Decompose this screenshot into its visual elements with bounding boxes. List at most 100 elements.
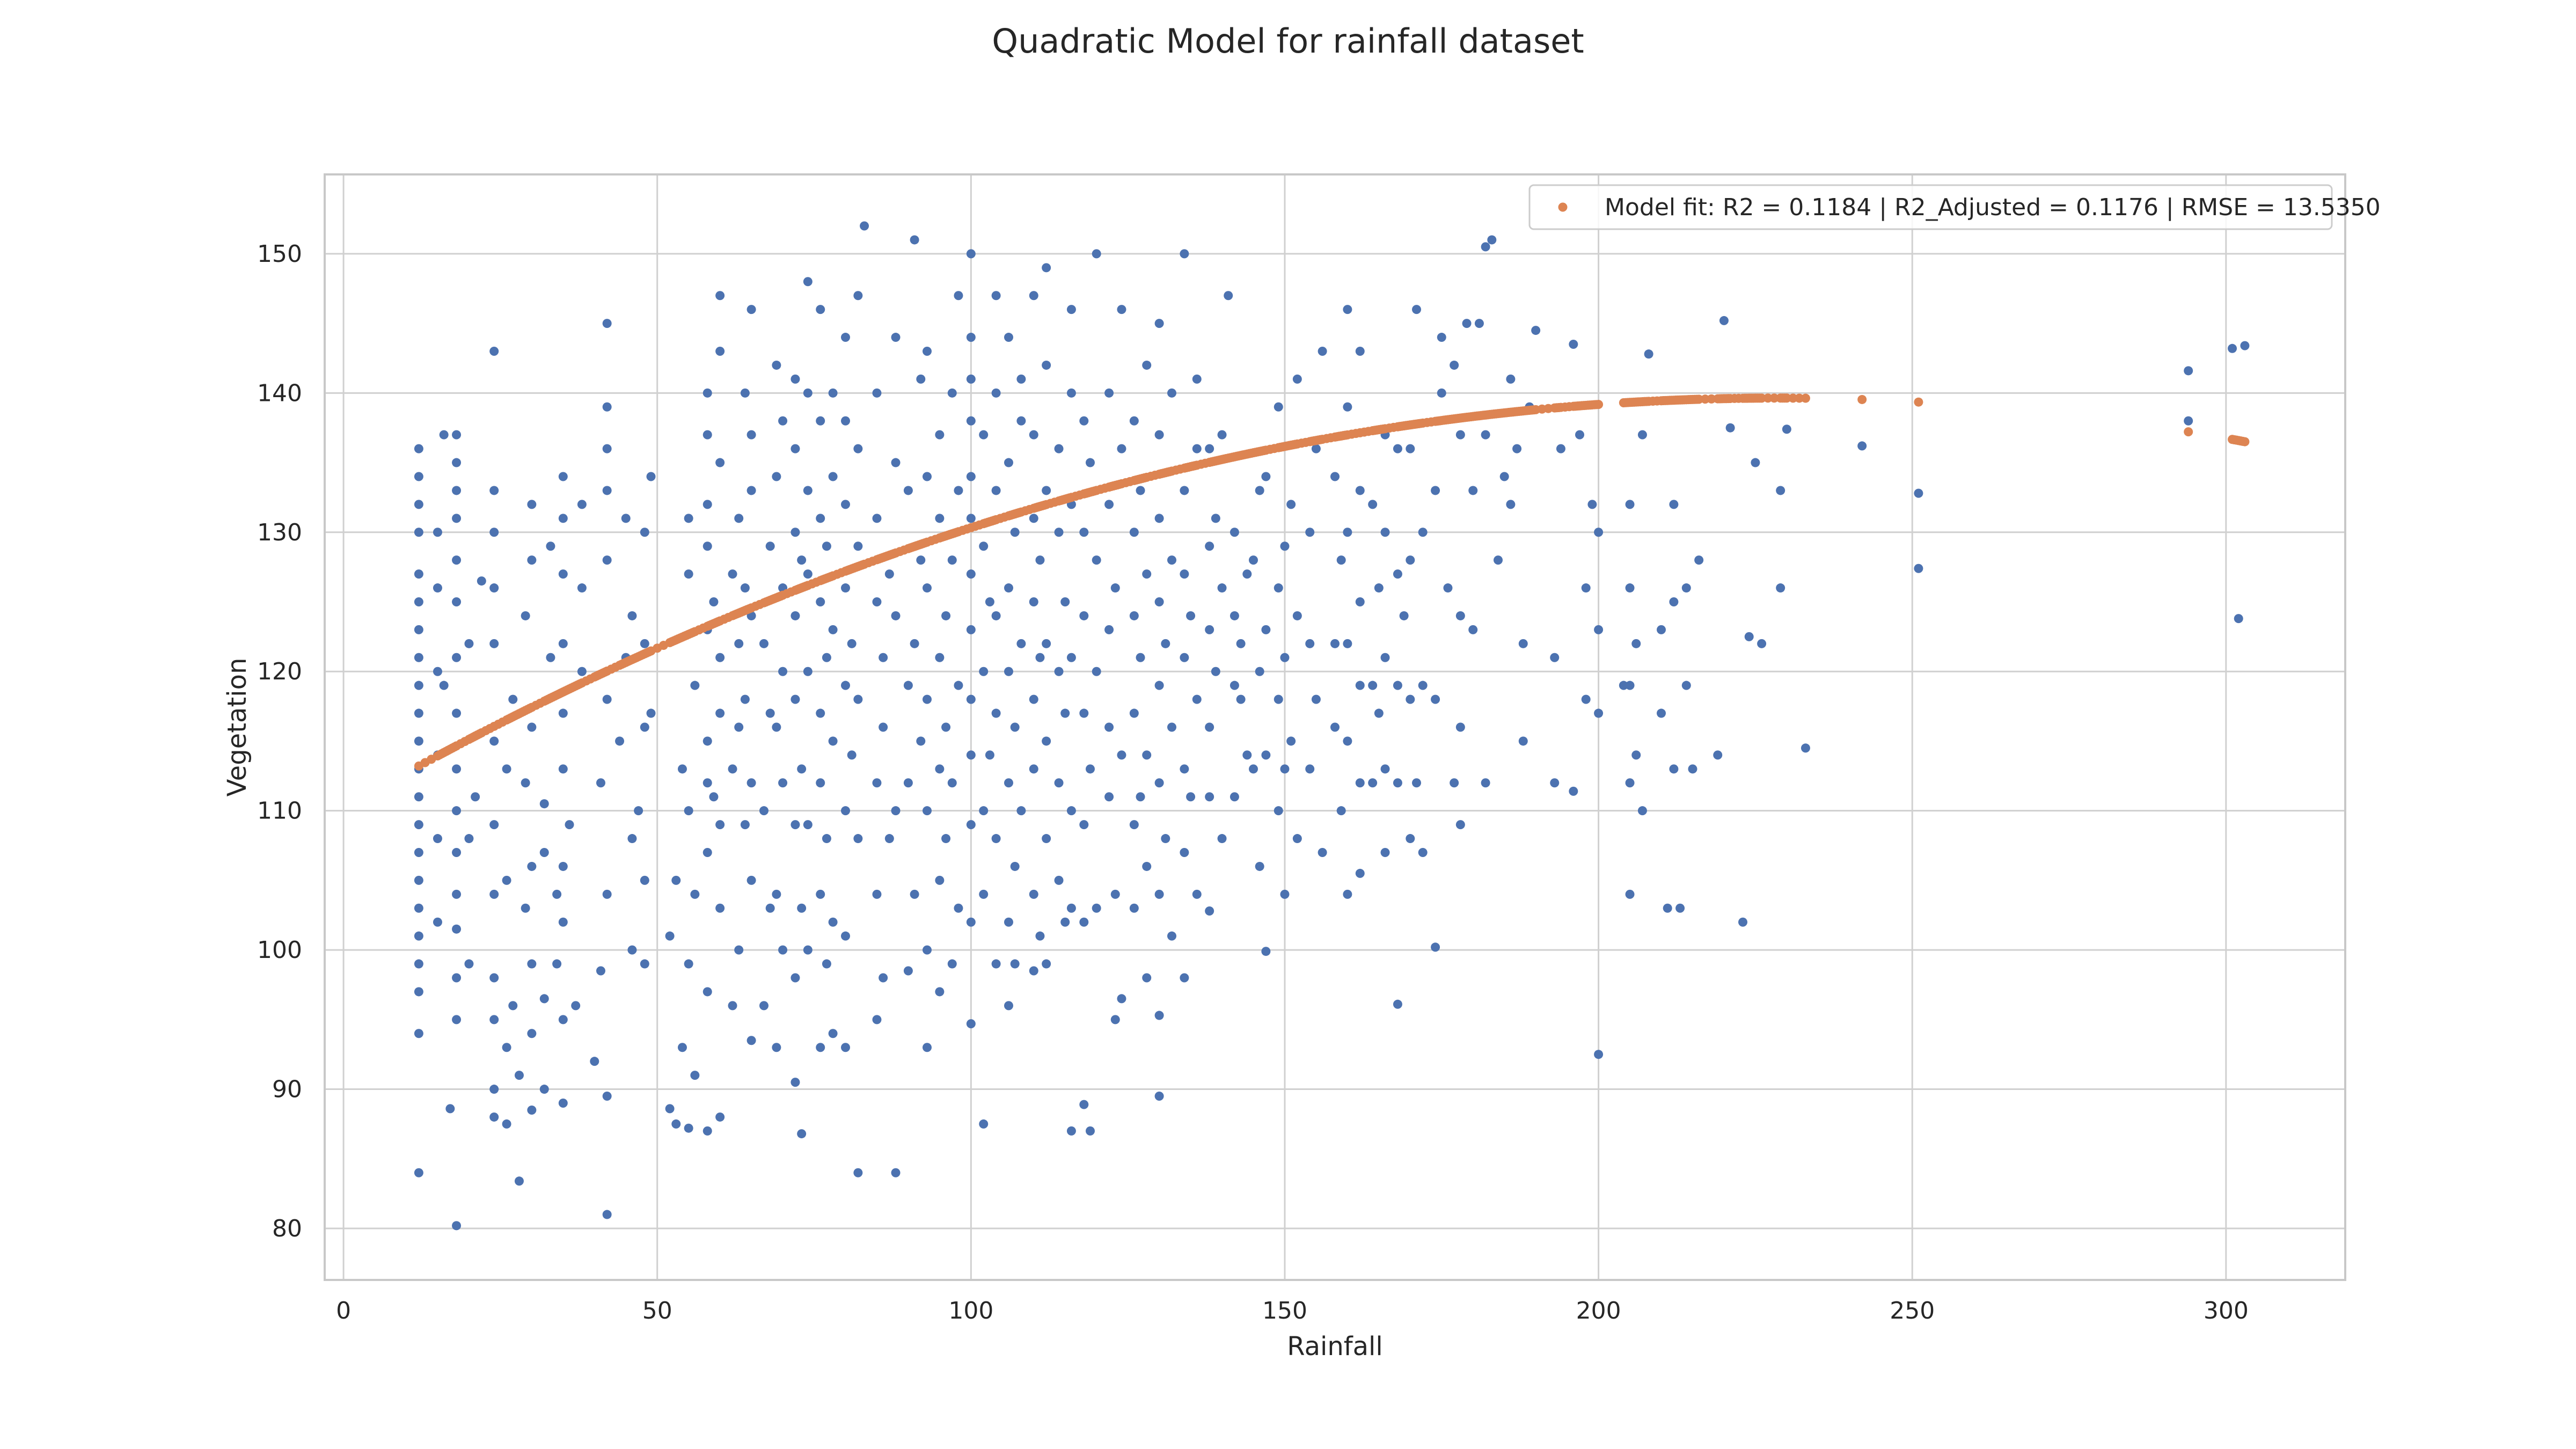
data-point — [1066, 903, 1076, 913]
data-point — [966, 514, 976, 523]
data-point — [1154, 1011, 1164, 1020]
data-point — [1450, 778, 1459, 788]
data-point — [840, 583, 850, 593]
data-point — [1374, 708, 1384, 718]
x-tick-label: 50 — [642, 1297, 672, 1324]
data-point — [1556, 444, 1565, 453]
data-point — [916, 374, 926, 384]
data-point — [828, 1029, 838, 1038]
data-point — [433, 667, 442, 676]
data-point — [1305, 639, 1315, 648]
data-point — [684, 514, 693, 523]
data-point — [1042, 959, 1051, 969]
plot-frame — [324, 173, 2346, 1281]
data-point — [596, 778, 605, 788]
data-point — [1518, 639, 1528, 648]
data-point — [1180, 973, 1189, 983]
y-tick-label: 100 — [257, 936, 302, 964]
data-point — [935, 653, 945, 662]
x-tick-label: 200 — [1576, 1297, 1621, 1324]
data-point — [910, 889, 919, 899]
data-point — [414, 987, 423, 997]
data-point — [709, 792, 719, 802]
data-point — [828, 736, 838, 746]
data-point — [991, 611, 1001, 620]
data-point — [558, 861, 568, 871]
data-point — [2184, 416, 2193, 426]
data-point — [596, 966, 605, 976]
data-point — [502, 875, 511, 885]
data-point — [797, 903, 807, 913]
data-point — [452, 653, 462, 662]
data-point — [772, 722, 781, 732]
data-point — [1406, 694, 1415, 704]
data-point — [1154, 680, 1164, 690]
data-point — [558, 569, 568, 579]
data-point — [966, 750, 976, 760]
data-point — [985, 597, 994, 606]
data-point — [1154, 430, 1164, 440]
data-point — [1274, 694, 1283, 704]
data-point — [1117, 305, 1126, 314]
data-point — [840, 416, 850, 426]
data-point — [979, 889, 989, 899]
data-point — [2228, 343, 2237, 353]
data-point — [1531, 326, 1541, 335]
fit-point — [1763, 393, 1773, 403]
grid-lines — [325, 174, 2345, 1280]
data-point — [891, 611, 901, 620]
data-point — [1261, 625, 1271, 634]
data-point — [879, 973, 888, 983]
data-point — [1286, 736, 1296, 746]
data-point — [1085, 458, 1095, 467]
data-point — [734, 514, 744, 523]
data-point — [1694, 555, 1704, 565]
data-point — [740, 388, 750, 398]
data-point — [1136, 792, 1145, 802]
data-point — [1481, 430, 1490, 440]
data-point — [1092, 249, 1101, 259]
data-point — [627, 945, 637, 955]
data-point — [778, 667, 788, 676]
data-point — [803, 667, 813, 676]
data-point — [1751, 458, 1760, 467]
fit-point — [1757, 393, 1767, 403]
data-point — [1066, 305, 1076, 314]
data-point — [991, 486, 1001, 495]
data-point — [1079, 611, 1089, 620]
data-point — [922, 583, 932, 593]
data-point — [1248, 555, 1258, 565]
data-point — [1587, 500, 1597, 509]
data-point — [552, 959, 562, 969]
data-point — [1393, 569, 1402, 579]
data-point — [452, 486, 462, 495]
data-point — [991, 959, 1001, 969]
data-point — [822, 959, 831, 969]
data-point — [690, 889, 700, 899]
data-point — [539, 799, 549, 809]
fit-point — [1769, 393, 1779, 403]
data-point — [709, 597, 719, 606]
data-point — [1180, 249, 1189, 259]
data-point — [1004, 778, 1013, 788]
data-point — [1455, 430, 1465, 440]
data-point — [1274, 806, 1283, 816]
fit-point — [1857, 394, 1867, 404]
data-point — [464, 639, 474, 648]
data-point — [558, 708, 568, 718]
data-point — [1136, 653, 1145, 662]
data-point — [1330, 472, 1340, 481]
data-point — [728, 1001, 737, 1011]
data-point — [715, 708, 725, 718]
data-point — [1205, 722, 1214, 732]
data-point — [1368, 500, 1378, 509]
data-point — [791, 694, 800, 704]
data-point — [1437, 388, 1446, 398]
data-point — [1016, 639, 1026, 648]
data-point — [1004, 333, 1013, 342]
data-point — [816, 305, 825, 314]
data-point — [1054, 528, 1064, 537]
data-point — [772, 1043, 781, 1052]
data-point — [1255, 486, 1264, 495]
data-point — [1192, 694, 1202, 704]
